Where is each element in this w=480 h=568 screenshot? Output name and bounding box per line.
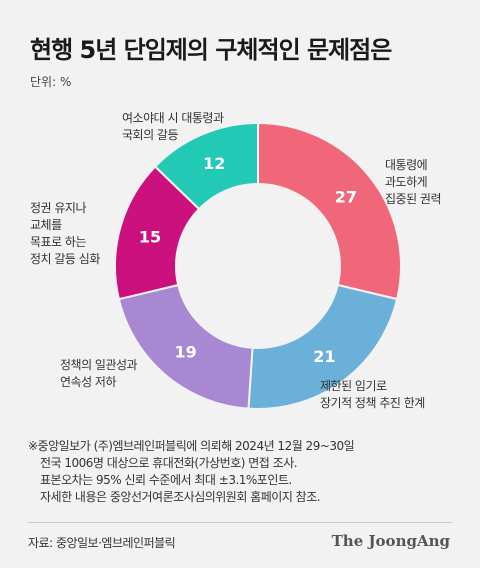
slice-label-minority-gov: 여소야대 시 대통령과 국회의 갈등 — [122, 111, 224, 142]
chart-title: 현행 5년 단임제의 구체적인 문제점은 — [30, 36, 392, 64]
value-label-conflict: 15 — [139, 227, 161, 246]
donut-slice-consistency — [117, 283, 254, 410]
slice-label-term-limit: 제한된 임기로 장기적 정책 추진 한계 — [320, 379, 425, 410]
slice-label-conflict: 정권 유지나 교체를 목표로 하는 정치 갈등 심화 — [30, 201, 100, 266]
value-label-minority-gov: 12 — [203, 154, 225, 173]
value-label-term-limit: 21 — [313, 347, 335, 366]
value-label-power: 27 — [335, 188, 357, 207]
brand-logo: The JoongAng — [331, 532, 450, 550]
note-line: 전국 1006명 대상으로 휴대전화(가상번호) 면접 조사. — [40, 456, 298, 470]
unit-label: 단위: % — [30, 75, 72, 89]
slice-label-power: 대통령에 과도하게 집중된 권력 — [385, 158, 442, 206]
value-label-consistency: 19 — [175, 343, 197, 362]
survey-notes: ※중앙일보가 (주)엠브레인퍼블릭에 의뢰해 2024년 12월 29~30일 … — [28, 438, 468, 506]
note-line: 표본오차는 95% 신뢰 수준에서 최대 ±3.1%포인트. — [40, 473, 292, 487]
donut-slice-term-limit — [247, 283, 399, 410]
note-line: ※중앙일보가 (주)엠브레인퍼블릭에 의뢰해 2024년 12월 29~30일 — [28, 439, 355, 453]
donut-slice-minority-gov — [153, 121, 259, 211]
donut-slice-power — [257, 121, 402, 301]
donut-chart: 27 21 19 15 12 — [114, 121, 402, 410]
footer-divider — [28, 522, 452, 523]
source-label: 자료: 중앙일보·엠브레인퍼블릭 — [28, 536, 176, 550]
slice-label-consistency: 정책의 일관성과 연속성 저하 — [60, 358, 138, 389]
note-line: 자세한 내용은 중앙선거여론조사심의위원회 홈페이지 참조. — [40, 490, 321, 504]
